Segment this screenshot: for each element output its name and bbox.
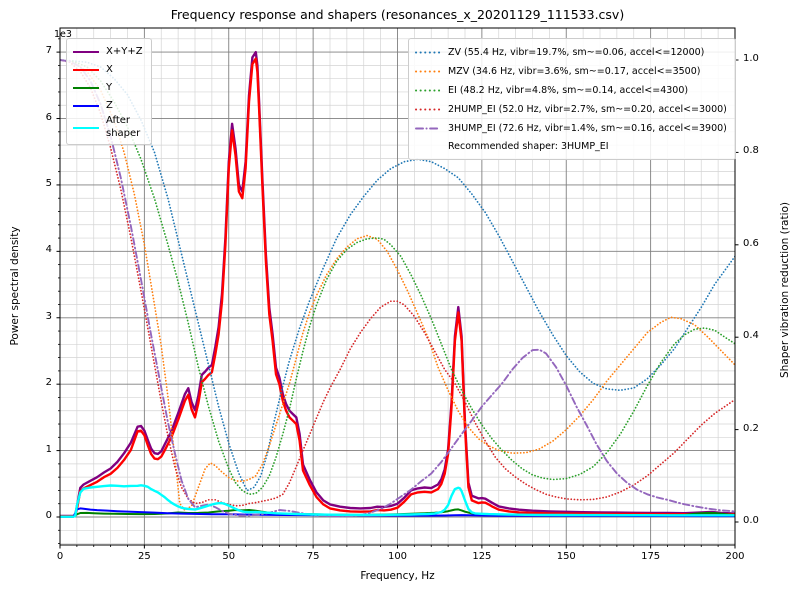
x-axis-label: Frequency, Hz xyxy=(360,570,435,582)
legend-item-label: 2HUMP_EI (52.0 Hz, vibr=2.7%, sm~=0.20, … xyxy=(448,103,727,115)
legend-line-sample-icon xyxy=(73,105,99,107)
legend-item: 3HUMP_EI (72.6 Hz, vibr=1.4%, sm~=0.16, … xyxy=(415,119,727,138)
legend-psd: X+Y+Z X Y Z After shaper xyxy=(66,38,152,145)
y-right-tick-label: 0.6 xyxy=(743,237,759,249)
legend-line-sample-icon xyxy=(415,51,441,54)
y-left-tick-label: 5 xyxy=(45,177,52,189)
curve-x xyxy=(60,57,735,518)
curve-ei xyxy=(60,59,735,496)
legend-line-sample-icon xyxy=(415,108,441,111)
legend-item: Y xyxy=(73,79,143,97)
x-tick-label: 75 xyxy=(306,551,320,562)
x-tick-label: 150 xyxy=(556,551,576,562)
legend-item-label: Y xyxy=(106,81,113,93)
x-tick-label: 175 xyxy=(641,551,661,562)
y-right-tick-label: 0.2 xyxy=(743,422,759,434)
y-left-tick-label: 4 xyxy=(45,244,52,256)
legend-line-sample-icon xyxy=(73,87,99,89)
y-left-tick-label: 2 xyxy=(45,377,52,389)
y-right-tick-label: 0.4 xyxy=(743,330,759,342)
legend-item: X xyxy=(73,61,143,79)
y-left-tick-label: 6 xyxy=(45,111,52,123)
legend-item: Z xyxy=(73,97,143,115)
legend-item: 2HUMP_EI (52.0 Hz, vibr=2.7%, sm~=0.20, … xyxy=(415,100,727,119)
x-tick-label: 200 xyxy=(725,551,745,562)
y-right-tick-label: 0.8 xyxy=(743,145,759,157)
legend-item: X+Y+Z xyxy=(73,43,143,61)
legend-line-sample-icon xyxy=(73,126,99,129)
legend-item: MZV (34.6 Hz, vibr=3.6%, sm~=0.17, accel… xyxy=(415,62,727,81)
y-left-tick-label: 0 xyxy=(45,510,52,521)
legend-item: EI (48.2 Hz, vibr=4.8%, sm~=0.14, accel<… xyxy=(415,81,727,100)
legend-line-sample-icon xyxy=(415,70,441,73)
legend-item-label: EI (48.2 Hz, vibr=4.8%, sm~=0.14, accel<… xyxy=(448,84,689,96)
legend-item-label: MZV (34.6 Hz, vibr=3.6%, sm~=0.17, accel… xyxy=(448,65,701,77)
x-tick-label: 50 xyxy=(222,551,236,562)
x-tick-label: 25 xyxy=(138,551,151,562)
curves xyxy=(60,50,735,518)
y-left-tick-label: 7 xyxy=(45,45,52,57)
recommended-shaper-note: Recommended shaper: 3HUMP_EI xyxy=(448,141,609,152)
x-tick-label: 100 xyxy=(387,551,408,562)
y-right-tick-label: 0.0 xyxy=(743,514,759,526)
x-tick-label: 0 xyxy=(56,551,64,562)
legend-item-label: X+Y+Z xyxy=(106,45,143,57)
legend-item-label: Z xyxy=(106,99,113,111)
curve-3hump_ei xyxy=(60,59,735,518)
y-left-tick-label: 3 xyxy=(45,310,52,322)
legend-shapers: ZV (55.4 Hz, vibr=19.7%, sm~=0.06, accel… xyxy=(408,38,736,160)
x-tick-label: 125 xyxy=(472,551,492,562)
y-left-tick-label: 1 xyxy=(45,443,52,455)
curve-mzv xyxy=(60,59,735,512)
y-axis-offset-text: 1e3 xyxy=(54,29,72,40)
legend-item-label: After shaper xyxy=(106,115,141,139)
legend-line-sample-icon xyxy=(73,51,99,53)
legend-line-sample-icon xyxy=(73,69,99,71)
legend-line-sample-icon xyxy=(415,127,441,130)
chart-title: Frequency response and shapers (resonanc… xyxy=(170,7,625,22)
y-right-tick-label: 1.0 xyxy=(743,53,759,64)
legend-item-label: X xyxy=(106,63,113,75)
legend-item: ZV (55.4 Hz, vibr=19.7%, sm~=0.06, accel… xyxy=(415,43,727,62)
legend-item-label: ZV (55.4 Hz, vibr=19.7%, sm~=0.06, accel… xyxy=(448,46,705,58)
legend-item-label: 3HUMP_EI (72.6 Hz, vibr=1.4%, sm~=0.16, … xyxy=(448,122,727,134)
curve-x-y-z xyxy=(60,50,735,518)
curve-2hump_ei xyxy=(60,59,735,507)
curve-after-shaper xyxy=(60,484,735,518)
curve-zv xyxy=(60,59,735,492)
legend-item: After shaper xyxy=(73,115,143,140)
y-right-axis-label: Shaper vibration reduction (ratio) xyxy=(779,201,791,379)
legend-line-sample-icon xyxy=(415,89,441,92)
